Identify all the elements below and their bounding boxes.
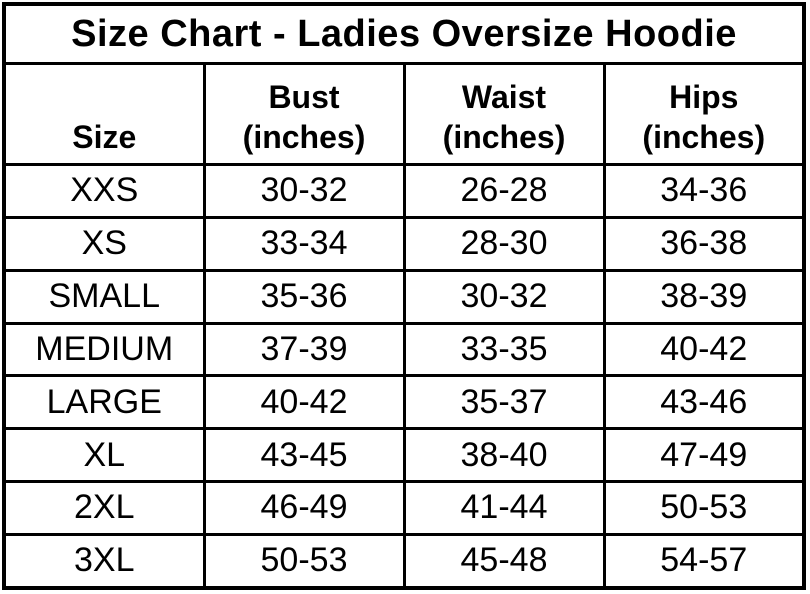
waist-cell: 38-40 [402,427,606,484]
waist-cell: 41-44 [402,480,606,536]
column-header-label: Size [72,119,137,155]
table-row: 2XL 46-49 41-44 50-53 [2,480,806,536]
size-cell: XS [2,215,206,272]
waist-cell: 35-37 [402,374,606,431]
column-header-unit: (inches) [642,119,766,155]
column-header-waist: Waist (inches) [402,62,606,166]
hips-cell: 50-53 [602,480,806,536]
hips-cell: 43-46 [602,374,806,431]
bust-cell: 37-39 [202,321,406,378]
waist-cell: 28-30 [402,215,606,272]
hips-cell: 36-38 [602,215,806,272]
bust-cell: 33-34 [202,215,406,272]
waist-cell: 30-32 [402,268,606,325]
bust-cell: 40-42 [202,374,406,431]
waist-cell: 45-48 [402,532,606,590]
waist-cell: 33-35 [402,321,606,378]
size-cell: LARGE [2,374,206,431]
table-row: MEDIUM 37-39 33-35 40-42 [2,321,806,378]
column-header-label: Hips [669,79,739,115]
size-cell: 2XL [2,480,206,536]
waist-cell: 26-28 [402,163,606,219]
table-row: LARGE 40-42 35-37 43-46 [2,374,806,431]
bust-cell: 30-32 [202,163,406,219]
header-row: Size Bust (inches) Waist (inches) Hips (… [2,62,806,166]
bust-cell: 50-53 [202,532,406,590]
size-cell: 3XL [2,532,206,590]
table-row: 3XL 50-53 45-48 54-57 [2,532,806,590]
chart-title: Size Chart - Ladies Oversize Hoodie [2,2,806,65]
size-cell: XL [2,427,206,484]
table-row: SMALL 35-36 30-32 38-39 [2,268,806,325]
column-header-bust: Bust (inches) [202,62,406,166]
hips-cell: 40-42 [602,321,806,378]
column-header-unit: (inches) [442,119,566,155]
hips-cell: 47-49 [602,427,806,484]
size-cell: SMALL [2,268,206,325]
size-cell: XXS [2,163,206,219]
hips-cell: 54-57 [602,532,806,590]
hips-cell: 38-39 [602,268,806,325]
table-row: XL 43-45 38-40 47-49 [2,427,806,484]
column-header-label: Bust [268,79,340,115]
bust-cell: 46-49 [202,480,406,536]
bust-cell: 43-45 [202,427,406,484]
table-row: XXS 30-32 26-28 34-36 [2,163,806,219]
size-cell: MEDIUM [2,321,206,378]
hips-cell: 34-36 [602,163,806,219]
column-header-label: Waist [461,79,547,115]
bust-cell: 35-36 [202,268,406,325]
column-header-unit: (inches) [242,119,366,155]
column-header-size: Size [2,62,206,166]
title-row: Size Chart - Ladies Oversize Hoodie [2,2,806,65]
column-header-hips: Hips (inches) [602,62,806,166]
table-row: XS 33-34 28-30 36-38 [2,215,806,272]
